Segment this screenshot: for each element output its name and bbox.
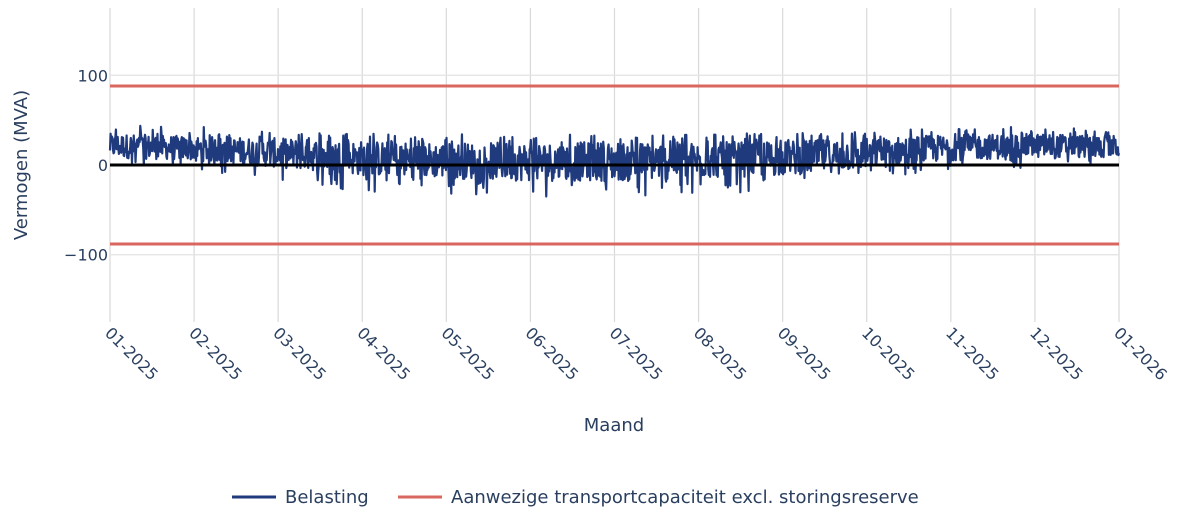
y-axis-ticks: 100 0 −100 — [64, 66, 108, 264]
x-tick-label: 11-2025 — [942, 323, 1003, 384]
legend: Belasting Aanwezige transportcapaciteit … — [232, 487, 919, 508]
x-tick-label: 10-2025 — [858, 323, 919, 384]
capacity-series — [110, 84, 1119, 246]
legend-label-belasting: Belasting — [285, 487, 369, 508]
x-axis-title: Maand — [584, 415, 644, 436]
x-tick-label: 01-2026 — [1110, 323, 1171, 384]
legend-label-capaciteit: Aanwezige transportcapaciteit excl. stor… — [451, 487, 919, 508]
x-tick-label: 02-2025 — [185, 323, 246, 384]
y-axis-title: Vermogen (MVA) — [11, 90, 32, 240]
x-tick-label: 06-2025 — [522, 323, 583, 384]
x-tick-label: 04-2025 — [353, 323, 414, 384]
x-tick-label: 07-2025 — [606, 323, 667, 384]
x-tick-label: 01-2025 — [101, 323, 162, 384]
y-tick-label: −100 — [64, 246, 108, 265]
x-tick-label: 09-2025 — [774, 323, 835, 384]
load-series — [108, 124, 1121, 198]
x-tick-label: 05-2025 — [438, 323, 499, 384]
x-tick-label: 03-2025 — [269, 323, 330, 384]
x-tick-label: 12-2025 — [1026, 323, 1087, 384]
x-tick-label: 08-2025 — [690, 323, 751, 384]
y-tick-label: 0 — [98, 156, 108, 175]
y-tick-label: 100 — [77, 66, 108, 85]
load-line — [108, 124, 1121, 198]
x-axis-ticks: 01-2025 02-2025 03-2025 04-2025 05-2025 06-20… — [101, 323, 1171, 384]
